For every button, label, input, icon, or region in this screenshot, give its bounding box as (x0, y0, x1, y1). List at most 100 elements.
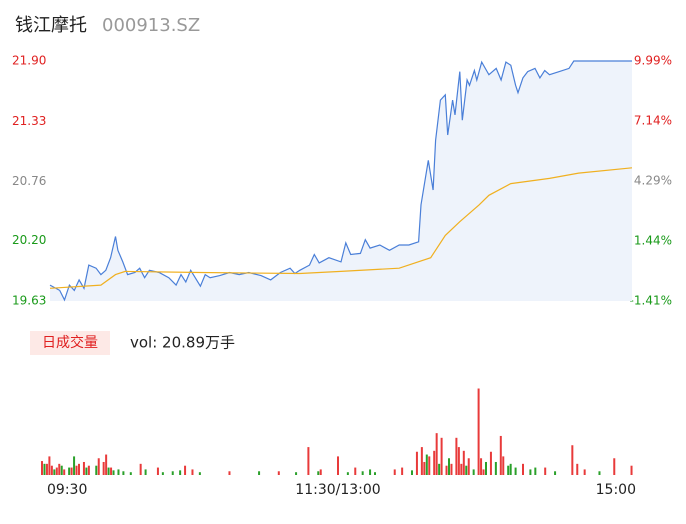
volume-bar (544, 467, 547, 475)
volume-bar (73, 456, 76, 475)
volume-bar (102, 461, 105, 475)
volume-bar (107, 467, 110, 475)
y-tick-label: 19.63 (12, 294, 46, 308)
volume-bar (258, 471, 261, 475)
volume-bar (48, 456, 51, 475)
volume-bar (448, 458, 450, 475)
volume-bar (438, 463, 441, 475)
volume-bar (122, 471, 125, 475)
volume-bar (179, 470, 182, 475)
x-tick-label: 15:00 (596, 482, 636, 498)
volume-bar (477, 388, 480, 475)
y-tick-label: 20.76 (12, 174, 46, 188)
y-tick-label: 20.20 (12, 233, 46, 247)
volume-bar (50, 465, 53, 475)
volume-bar (58, 463, 61, 475)
volume-bar (440, 437, 443, 475)
volume-bar (613, 458, 616, 475)
volume-bar (112, 470, 115, 475)
volume-bar (68, 467, 71, 475)
volume-bar (317, 471, 320, 475)
volume-bar (43, 463, 46, 475)
volume-bar (117, 469, 120, 475)
volume-bar (489, 451, 492, 475)
volume-bar (460, 463, 463, 475)
volume-bar (494, 461, 497, 475)
y2-tick-label: 1.44% (634, 234, 672, 248)
volume-bar (467, 458, 470, 475)
volume-bar (445, 465, 448, 475)
volume-bar (529, 469, 532, 475)
volume-bar (462, 450, 465, 475)
volume-bar (428, 456, 431, 475)
stock-name: 钱江摩托 (15, 15, 87, 36)
line (49, 167, 633, 289)
volume-bar (571, 445, 574, 475)
volume-bar (425, 454, 428, 475)
volume-title: vol: 20.89万手 (130, 334, 235, 352)
x-tick-label: 11:30/13:00 (295, 482, 380, 498)
volume-bar (60, 465, 63, 475)
volume-bar (139, 463, 142, 475)
volume-bar (319, 469, 322, 475)
volume-bar (105, 454, 108, 475)
volume-badge (30, 331, 110, 355)
y2-tick-label: -1.41% (630, 294, 672, 308)
volume-bar (472, 469, 475, 475)
volume-bar (369, 469, 372, 475)
volume-bar (393, 469, 396, 475)
volume-bar (401, 467, 404, 475)
volume-bar (171, 471, 174, 475)
volume-bar (583, 469, 586, 475)
volume-bar (423, 461, 426, 475)
volume-bar (277, 471, 280, 475)
volume-bar (507, 465, 510, 475)
volume-bar (465, 465, 468, 475)
volume-bar (70, 467, 73, 475)
volume-bar (82, 461, 85, 475)
volume-bar (374, 472, 376, 475)
volume-bar (95, 465, 98, 475)
volume-bar (63, 469, 66, 475)
volume-bar (161, 472, 164, 475)
volume-bar (191, 469, 194, 475)
volume-bar (295, 472, 298, 475)
volume-bar (45, 463, 48, 475)
volume-bar (499, 435, 502, 475)
volume-bar (450, 463, 453, 475)
volume-bar (522, 463, 524, 475)
volume-bar (41, 461, 43, 475)
volume-bar (156, 467, 159, 475)
volume-bar (129, 472, 132, 475)
volume-bar (482, 469, 485, 475)
volume-bar (502, 456, 505, 475)
volume-bar (337, 456, 339, 475)
volume-bar (433, 450, 436, 475)
volume-bar (514, 467, 517, 475)
volume-bar (598, 471, 601, 475)
y-tick-label: 21.33 (12, 114, 46, 128)
volume-bar (534, 467, 537, 475)
volume-bar (420, 447, 423, 475)
volume-bar (198, 472, 201, 475)
volume-bar (411, 470, 413, 475)
volume-bar (228, 471, 231, 475)
volume-bar (307, 447, 310, 475)
volume-bar (97, 458, 100, 475)
volume-bar (480, 458, 483, 475)
volume-bar (630, 465, 633, 475)
volume-bar (509, 463, 512, 475)
volume-bar (144, 469, 147, 475)
volume-bar (110, 467, 113, 475)
volume-bar (184, 465, 187, 475)
y2-tick-label: 9.99% (634, 54, 672, 68)
volume-bar (78, 463, 80, 475)
stock-code: 000913.SZ (102, 15, 200, 36)
volume-bar (455, 437, 458, 475)
x-tick-label: 09:30 (47, 482, 87, 498)
volume-bar (554, 471, 557, 475)
volume-bar (576, 463, 579, 475)
volume-bar (415, 451, 418, 475)
volume-bar (87, 465, 90, 475)
